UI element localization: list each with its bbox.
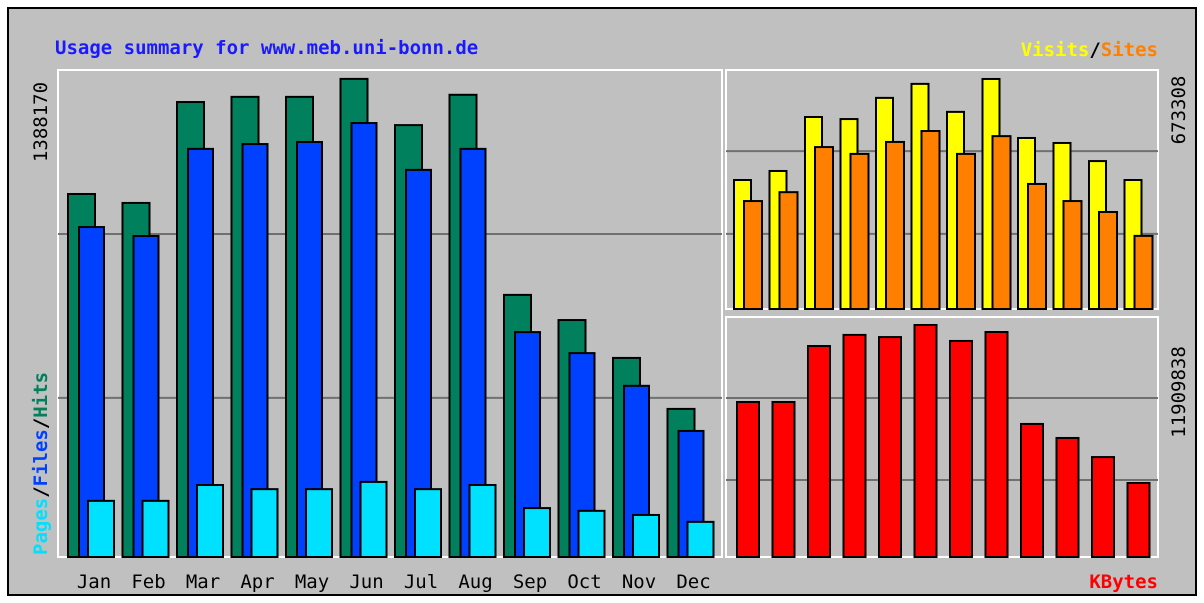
x-tick-label: Mar <box>186 571 220 593</box>
plot-area <box>725 69 1159 310</box>
x-tick-label: Jun <box>349 571 383 593</box>
bar <box>523 507 551 558</box>
legend-entry: Sites <box>1101 39 1158 61</box>
chart-title: Usage summary for www.meb.uni-bonn.de <box>55 37 478 59</box>
legend: Pages/Files/Hits <box>30 372 52 555</box>
legend: Visits/Sites <box>1021 39 1158 61</box>
legend-separator: / <box>30 486 52 497</box>
legend-entry: KBytes <box>1089 571 1158 593</box>
bar <box>414 488 442 558</box>
plot-area <box>725 316 1159 558</box>
bar <box>1091 456 1115 559</box>
x-tick-label: Jul <box>404 571 438 593</box>
bar <box>956 152 976 310</box>
bar <box>141 499 170 559</box>
legend-separator: / <box>1089 39 1100 61</box>
bar <box>814 146 834 310</box>
bar <box>878 336 902 558</box>
legend-entry: Visits <box>1021 39 1090 61</box>
bar <box>778 191 799 311</box>
y-axis-max-label: 673308 <box>1168 76 1190 145</box>
bar <box>949 339 973 558</box>
x-tick-label: Nov <box>622 571 656 593</box>
bar <box>842 333 867 559</box>
legend-separator: / <box>30 418 52 429</box>
bar <box>250 488 279 558</box>
y-axis-max-label: 1388170 <box>30 82 52 162</box>
x-tick-label: Feb <box>131 571 165 593</box>
x-tick-label: May <box>295 571 329 593</box>
bar <box>577 509 606 559</box>
bar <box>1055 436 1080 558</box>
plot-area <box>57 69 723 558</box>
x-tick-label: Aug <box>458 571 492 593</box>
x-tick-label: Apr <box>240 571 274 593</box>
bar <box>632 513 660 559</box>
bar <box>305 488 333 558</box>
bar <box>1027 182 1047 310</box>
bar <box>1020 422 1044 558</box>
bar <box>296 140 323 558</box>
bar <box>87 499 115 559</box>
bar <box>1098 210 1118 311</box>
bar <box>1126 481 1151 558</box>
bar <box>885 140 905 310</box>
bar <box>359 480 388 559</box>
bar <box>807 345 831 558</box>
bar <box>196 484 224 558</box>
bar <box>468 484 497 558</box>
bar <box>984 331 1009 558</box>
bar <box>743 200 763 311</box>
legend-entry: Hits <box>30 372 52 418</box>
bar <box>849 152 870 310</box>
x-tick-label: Oct <box>567 571 601 593</box>
y-axis-max-label: 11909838 <box>1168 346 1190 438</box>
bar <box>736 400 760 558</box>
bar <box>771 400 796 558</box>
bar <box>686 520 715 558</box>
bar <box>913 323 938 558</box>
bar <box>920 130 941 310</box>
x-tick-label: Sep <box>513 571 547 593</box>
bar <box>1133 234 1154 311</box>
legend-entry: Files <box>30 429 52 486</box>
bar <box>1062 200 1083 311</box>
x-tick-label: Dec <box>676 571 710 593</box>
legend-entry: Pages <box>30 498 52 555</box>
x-tick-label: Jan <box>77 571 111 593</box>
bar <box>991 135 1012 310</box>
